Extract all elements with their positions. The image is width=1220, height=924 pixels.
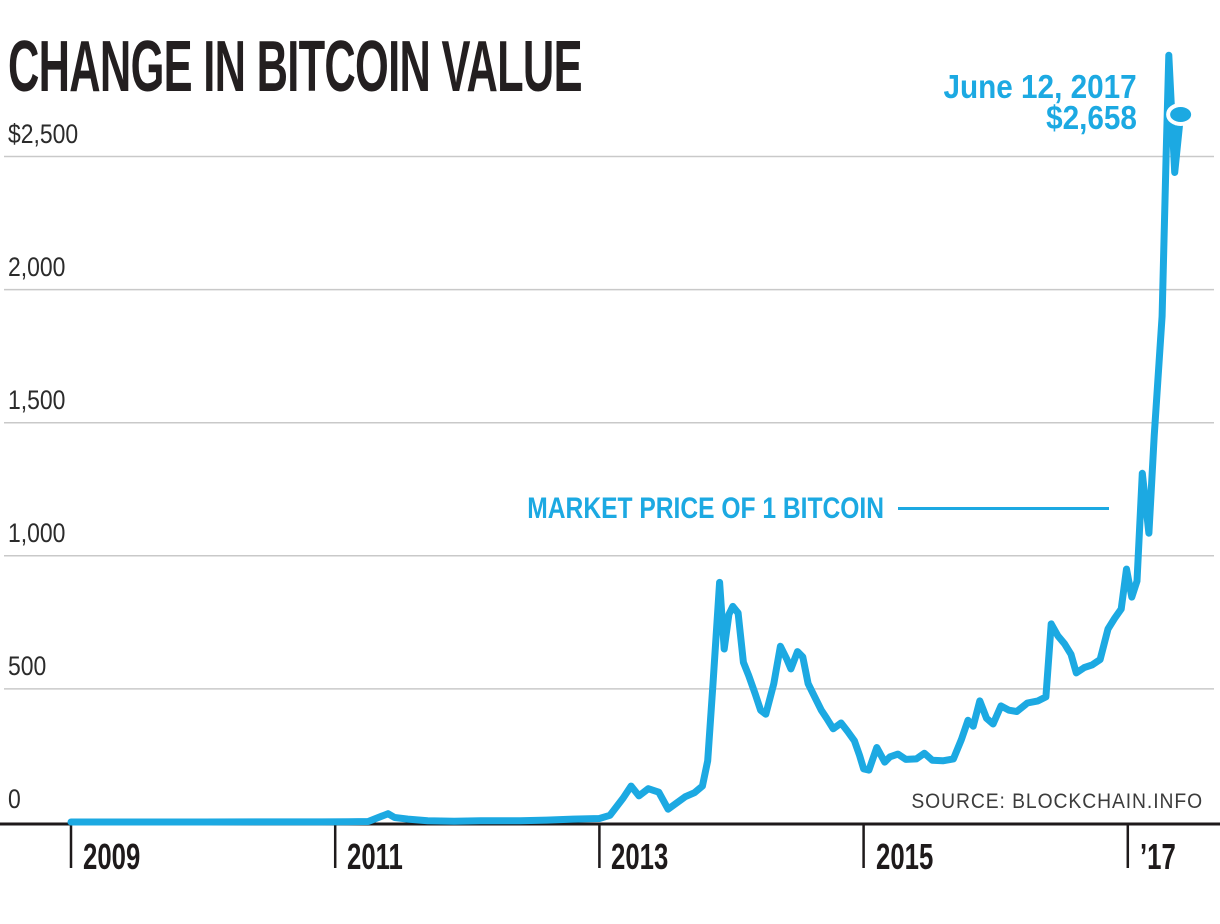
y-tick-label-2500: $2,500 [8,118,79,149]
price-line [67,51,1185,826]
y-tick-label-500: 500 [8,650,47,681]
page-title: CHANGE IN BITCOIN VALUE [8,27,583,108]
x-tick-label-2011: 2011 [347,836,404,877]
y-tick-label-1000: 1,000 [8,517,66,548]
series-callout-label: MARKET PRICE OF 1 BITCOIN [527,492,884,525]
series-callout-line [898,507,1109,510]
annotation-price: $2,658 [1046,99,1137,136]
source-credit: SOURCE: BLOCKCHAIN.INFO [911,790,1203,813]
y-tick-label-0: 0 [8,784,21,814]
x-tick-label-2013: 2013 [611,836,669,877]
annotation-date: June 12, 2017 [943,68,1137,105]
x-tick-label-2009: 2009 [83,836,141,877]
x-tick-label-2017: ’17 [1139,836,1176,877]
y-tick-label-2000: 2,000 [8,251,66,282]
x-tick-label-2015: 2015 [875,836,933,877]
y-tick-label-1500: 1,500 [8,384,66,415]
latest-point-marker [1166,102,1196,126]
